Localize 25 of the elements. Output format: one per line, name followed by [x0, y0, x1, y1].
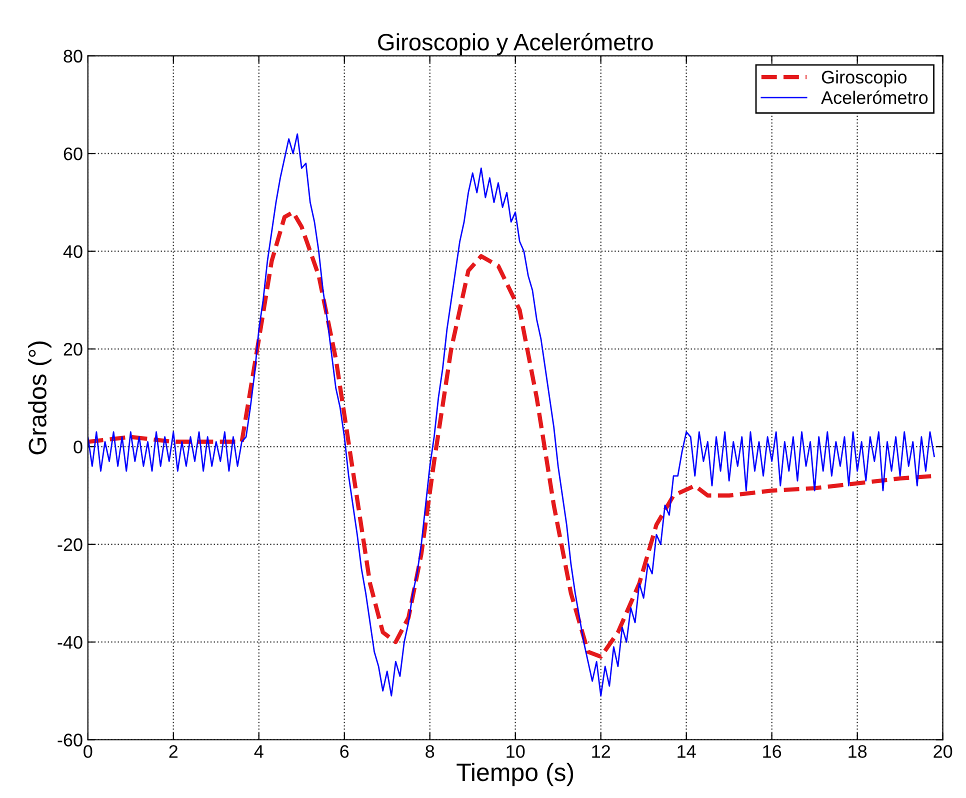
y-axis-title: Grados (°) [28, 342, 52, 454]
x-tick-label: 16 [763, 745, 782, 758]
y-tick-label: -60 [58, 734, 82, 746]
legend-label: Acelerómetro [821, 90, 928, 104]
x-tick-label: 4 [254, 745, 264, 758]
y-tick-label: -20 [58, 538, 82, 552]
y-tick-label: 0 [74, 440, 82, 454]
x-tick-label: 6 [340, 745, 349, 758]
x-tick-label: 2 [169, 745, 178, 758]
x-axis-title: Tiempo (s) [456, 762, 574, 786]
x-tick-label: 12 [592, 745, 610, 758]
x-tick-label: 10 [506, 745, 525, 758]
line-series [88, 133, 935, 696]
legend-label: Giroscopio [822, 70, 907, 88]
y-tick-label: 80 [64, 50, 82, 63]
y-tick-label: 20 [64, 342, 82, 356]
x-tick-label: 14 [678, 745, 696, 758]
y-tick-label: 40 [63, 245, 82, 258]
x-tick-label: 0 [84, 745, 92, 758]
chart-title: Giroscopio y Acelerómetro [378, 32, 653, 56]
x-tick-label: 18 [848, 745, 867, 758]
y-tick-label: 60 [64, 147, 82, 160]
x-tick-label: 8 [426, 745, 434, 758]
y-tick-label: -40 [58, 636, 82, 649]
x-tick-label: 20 [934, 745, 952, 758]
